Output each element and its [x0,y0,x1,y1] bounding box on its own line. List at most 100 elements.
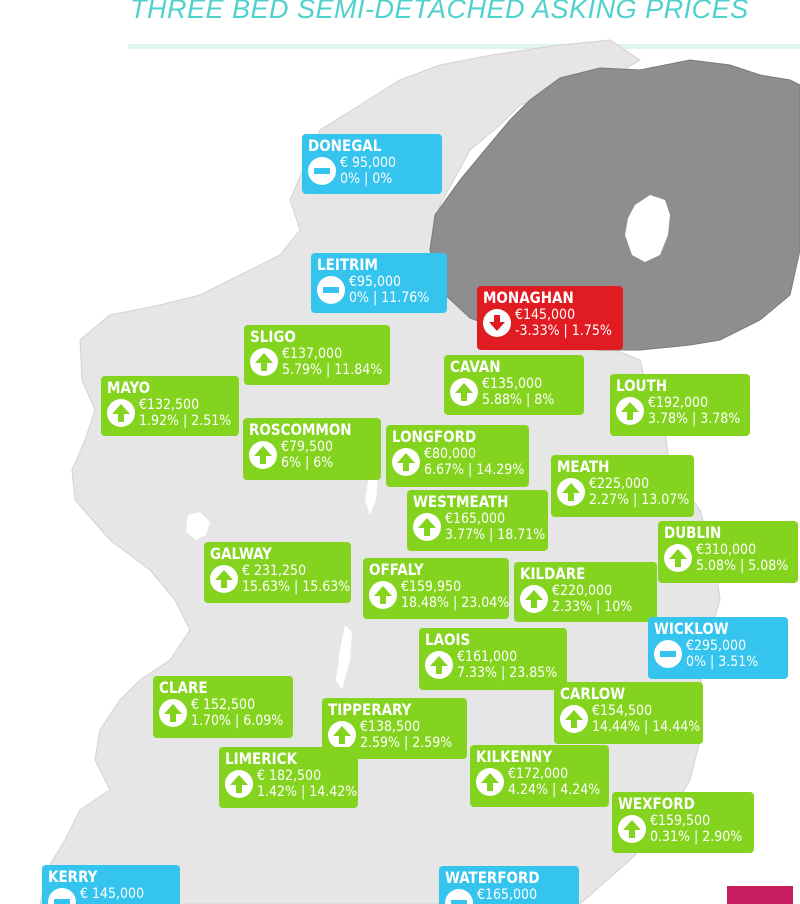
county-change: 3.77% | 18.71% [445,527,546,543]
county-change: 18.48% | 23.04% [401,595,509,611]
county-price: € 152,500 [191,697,256,713]
county-name: DUBLIN [664,522,722,543]
county-card-mayo: MAYO €132,500 1.92% | 2.51% [101,376,239,436]
county-change: 6.67% | 14.29% [424,462,525,478]
no-change-icon [445,889,473,904]
county-price: €145,000 [515,307,576,323]
county-card-sligo: SLIGO €137,000 5.79% | 11.84% [244,325,390,385]
county-change: -3.33% | 1.75% [515,323,612,339]
county-card-meath: MEATH €225,000 2.27% | 13.07% [551,455,694,517]
county-name: DONEGAL [308,135,382,156]
county-price: €95,000 [349,274,402,290]
county-change: 0% | 0% [340,171,393,187]
no-change-icon [654,640,682,668]
county-change: 5.88% | 8% [482,392,555,408]
county-price: €310,000 [696,542,757,558]
county-card-limerick: LIMERICK € 182,500 1.42% | 14.42% [219,747,358,808]
arrow-up-icon [107,399,135,427]
arrow-up-icon [520,585,548,613]
county-price: €225,000 [589,476,650,492]
county-change: 0% | 3.51% [686,654,759,670]
arrow-up-icon [616,397,644,425]
county-price: €165,000 [477,887,538,903]
county-price: € 231,250 [242,563,307,579]
no-change-icon [48,888,76,904]
arrow-up-icon [369,581,397,609]
county-name: SLIGO [250,326,296,347]
county-price: €172,000 [508,766,569,782]
county-card-offaly: OFFALY €159,950 18.48% | 23.04% [363,558,509,619]
county-card-galway: GALWAY € 231,250 15.63% | 15.63% [204,542,351,603]
arrow-up-icon [159,699,187,727]
county-card-donegal: DONEGAL € 95,000 0% | 0% [302,134,442,194]
county-change: 0.31% | 2.90% [650,829,743,845]
county-card-roscommon: ROSCOMMON €79,500 6% | 6% [243,418,381,480]
county-card-kerry: KERRY € 145,000 [42,865,180,904]
map-title: THREE BED SEMI-DETACHED ASKING PRICES [130,0,749,24]
county-name: MONAGHAN [483,287,574,308]
county-name: CLARE [159,677,208,698]
county-price: €154,500 [592,703,653,719]
county-card-laois: LAOIS €161,000 7.33% | 23.85% [419,628,567,690]
arrow-up-icon [560,705,588,733]
northern-ireland-landmass [429,59,800,351]
county-name: MAYO [107,377,151,398]
county-price: €132,500 [139,397,200,413]
no-change-icon [308,157,336,185]
county-name: KILDARE [520,563,586,584]
arrow-up-icon [450,378,478,406]
county-name: ROSCOMMON [249,419,352,440]
arrow-up-icon [328,721,356,749]
county-price: €192,000 [648,395,709,411]
county-price: €138,500 [360,719,421,735]
lough-ree [365,470,378,515]
county-price: €135,000 [482,376,543,392]
county-price: €159,950 [401,579,462,595]
county-change: 4.24% | 4.24% [508,782,601,798]
arrow-up-icon [413,513,441,541]
arrow-down-icon [483,309,511,337]
county-change: 5.79% | 11.84% [282,362,383,378]
county-change: 6% | 6% [281,455,334,471]
county-card-leitrim: LEITRIM €95,000 0% | 11.76% [311,253,447,313]
county-name: LOUTH [616,375,667,396]
county-name: KILKENNY [476,746,553,767]
county-change: 14.44% | 14.44% [592,719,701,735]
no-change-icon [317,276,345,304]
county-name: LEITRIM [317,254,378,275]
county-name: CARLOW [560,683,626,704]
county-change: 1.42% | 14.42% [257,784,358,800]
county-card-monaghan: MONAGHAN €145,000 -3.33% | 1.75% [477,286,623,350]
lough-derg [336,625,352,690]
arrow-up-icon [392,448,420,476]
county-change: 2.33% | 10% [552,599,633,615]
county-change: 1.92% | 2.51% [139,413,232,429]
county-price: €159,500 [650,813,711,829]
arrow-up-icon [249,441,277,469]
county-price: €79,500 [281,439,334,455]
lough-neagh [625,195,670,262]
county-change: 1.70% | 6.09% [191,713,284,729]
county-card-clare: CLARE € 152,500 1.70% | 6.09% [153,676,293,738]
county-name: LAOIS [425,629,471,650]
county-name: WICKLOW [654,618,729,639]
county-price: €161,000 [457,649,518,665]
county-name: CAVAN [450,356,501,377]
county-change: 5.08% | 5.08% [696,558,789,574]
county-price: € 145,000 [80,886,145,902]
county-card-longford: LONGFORD €80,000 6.67% | 14.29% [386,425,529,487]
county-card-kildare: KILDARE €220,000 2.33% | 10% [514,562,657,622]
county-change: 0% | 11.76% [349,290,430,306]
arrow-up-icon [664,544,692,572]
county-card-kilkenny: KILKENNY €172,000 4.24% | 4.24% [470,745,609,807]
county-card-dublin: DUBLIN €310,000 5.08% | 5.08% [658,521,798,583]
arrow-up-icon [250,348,278,376]
county-change: 3.78% | 3.78% [648,411,741,427]
arrow-up-icon [225,770,253,798]
county-card-wexford: WEXFORD €159,500 0.31% | 2.90% [612,792,754,853]
county-price: € 95,000 [340,155,397,171]
county-name: KERRY [48,866,98,887]
county-card-cavan: CAVAN €135,000 5.88% | 8% [444,355,584,415]
county-change: 2.59% | 2.59% [360,735,453,751]
county-price: €80,000 [424,446,477,462]
